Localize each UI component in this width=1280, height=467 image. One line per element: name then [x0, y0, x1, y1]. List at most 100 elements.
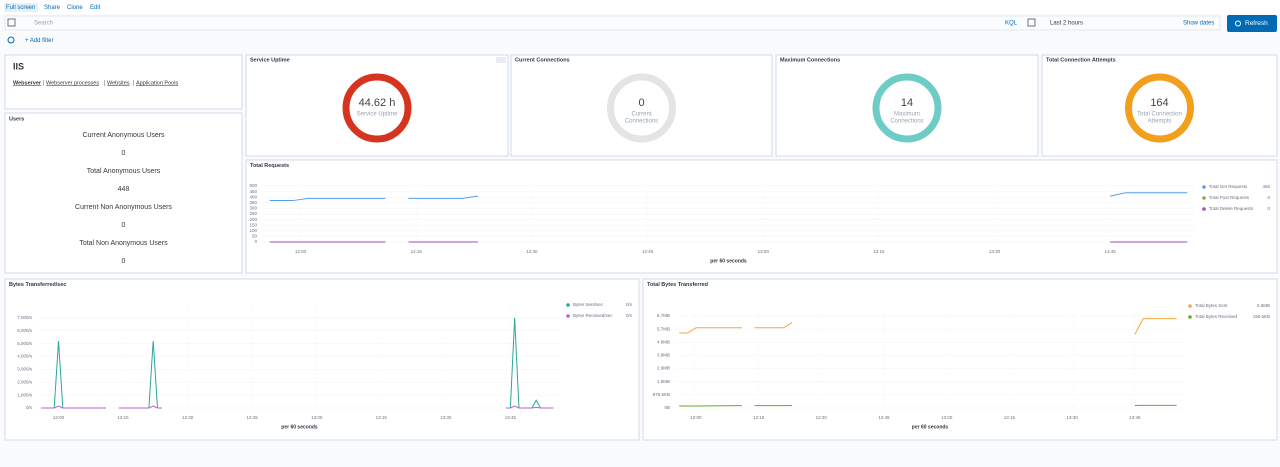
y-tick-label: 6,000/s	[17, 328, 33, 333]
iis-title: IIS	[13, 61, 24, 71]
gauge-value: 14	[901, 97, 913, 109]
panel-title: Current Connections	[515, 57, 570, 63]
y-tick-label: 200	[249, 217, 257, 222]
legend-label[interactable]: Total Get Requests	[1209, 184, 1248, 189]
metric-label: Total Anonymous Users	[87, 168, 161, 175]
filter-icon[interactable]	[7, 36, 15, 44]
nav-link[interactable]: Full screen	[6, 5, 35, 11]
gauge-label: Connections	[890, 119, 923, 125]
y-tick-label: 150	[249, 222, 257, 227]
refresh-button[interactable]	[1227, 15, 1277, 32]
legend-swatch	[1188, 304, 1192, 308]
gauge-ring	[1125, 73, 1194, 143]
panel-title: Maximum Connections	[780, 57, 840, 63]
search-placeholder: Search	[34, 21, 53, 27]
panel-title: Users	[9, 116, 24, 122]
series-line	[41, 405, 554, 409]
gauge-value: 44.62 h	[359, 97, 396, 109]
series-line	[679, 404, 1177, 407]
x-tick-label: 13:15	[376, 415, 388, 420]
nav-link[interactable]: Clone	[67, 5, 83, 11]
x-tick-label: 13:15	[1004, 415, 1016, 420]
x-tick-label: 13:00	[311, 415, 323, 420]
y-tick-label: 450	[249, 189, 257, 194]
gauge-label: Connections	[625, 119, 658, 125]
refresh-label: Refresh	[1245, 20, 1268, 27]
metric-label: Total Non Anonymous Users	[79, 240, 168, 247]
x-tick-label: 12:00	[53, 415, 65, 420]
x-axis-label: per 60 seconds	[912, 424, 949, 430]
iis-panel	[4, 54, 243, 110]
panel-options[interactable]	[496, 57, 506, 63]
legend-label[interactable]: Total Bytes Sent	[1195, 303, 1228, 308]
chart-title: Total Bytes Transferred	[647, 282, 708, 288]
y-tick-label: 400	[249, 194, 257, 199]
saved-query-icon[interactable]	[7, 18, 16, 27]
chart-title: Total Requests	[250, 163, 289, 169]
top-nav	[0, 0, 1280, 14]
x-axis-label: per 60 seconds	[710, 258, 747, 264]
y-tick-label: 3,000/s	[17, 367, 33, 372]
x-tick-label: 13:30	[1066, 415, 1078, 420]
y-tick-label: 2.9MB	[657, 366, 670, 371]
x-tick-label: 12:15	[753, 415, 765, 420]
iis-link[interactable]: Application Pools	[136, 80, 178, 86]
gauge-value: 0	[638, 97, 644, 109]
metric-value: 0	[122, 222, 126, 229]
y-tick-label: 1.9MB	[657, 379, 670, 384]
x-tick-label: 12:45	[642, 249, 654, 254]
metric-label: Current Anonymous Users	[82, 132, 165, 139]
legend-swatch	[566, 314, 570, 318]
x-tick-label: 13:00	[758, 249, 770, 254]
legend-value: 0	[1267, 195, 1270, 200]
calendar-icon[interactable]	[1027, 18, 1036, 27]
chart-panel	[642, 278, 1278, 441]
legend-value: 190.5KB	[1253, 314, 1270, 319]
gauge-value: 164	[1150, 97, 1168, 109]
legend-swatch	[1202, 196, 1206, 200]
active-tab	[4, 3, 38, 12]
users-panel	[4, 112, 243, 274]
nav-link[interactable]: Edit	[90, 5, 101, 11]
legend-label[interactable]: Bytes Received/sec	[573, 313, 613, 318]
gauge-label: Attempts	[1148, 119, 1172, 125]
legend-label[interactable]: Total Post Requests	[1209, 195, 1250, 200]
y-tick-label: 4.8MB	[657, 339, 670, 344]
y-tick-label: 0/s	[26, 405, 33, 410]
y-tick-label: 100	[249, 228, 257, 233]
time-range[interactable]: Last 2 hours	[1050, 21, 1083, 27]
legend-label[interactable]: Bytes Sent/sec	[573, 302, 604, 307]
iis-link[interactable]: Websites	[107, 80, 130, 86]
iis-link[interactable]: Webserver	[13, 80, 42, 86]
legend-swatch	[1202, 185, 1206, 189]
legend-swatch	[566, 303, 570, 307]
nav-link[interactable]: Share	[44, 5, 61, 11]
legend-value: 0/s	[626, 302, 633, 307]
legend-label[interactable]: Total Delete Requests	[1209, 206, 1254, 211]
y-tick-label: 250	[249, 211, 257, 216]
x-tick-label: 12:15	[117, 415, 129, 420]
y-tick-label: 0	[254, 239, 257, 244]
x-tick-label: 12:45	[878, 415, 890, 420]
gauge-ring	[607, 73, 676, 143]
metric-value: 0	[122, 150, 126, 157]
show-dates[interactable]: Show dates	[1183, 21, 1214, 27]
y-tick-label: 7,000/s	[17, 315, 33, 320]
gauge-ring	[872, 73, 942, 143]
x-axis-label: per 60 seconds	[281, 424, 318, 430]
chart-panel	[245, 159, 1278, 274]
refresh-icon	[1235, 20, 1241, 27]
x-tick-label: 12:30	[526, 249, 538, 254]
legend-swatch	[1188, 315, 1192, 319]
kql-toggle[interactable]: KQL	[1005, 21, 1018, 27]
legend-label[interactable]: Total Bytes Received	[1195, 314, 1238, 319]
y-tick-label: 50	[252, 234, 258, 239]
add-filter[interactable]: + Add filter	[25, 38, 54, 44]
search-bar[interactable]	[4, 15, 1221, 31]
iis-link[interactable]: Webserver processes	[46, 80, 99, 86]
panel-title: Service Uptime	[250, 57, 290, 63]
metric-value: 0	[122, 258, 126, 265]
x-tick-label: 12:00	[690, 415, 702, 420]
x-tick-label: 13:00	[941, 415, 953, 420]
